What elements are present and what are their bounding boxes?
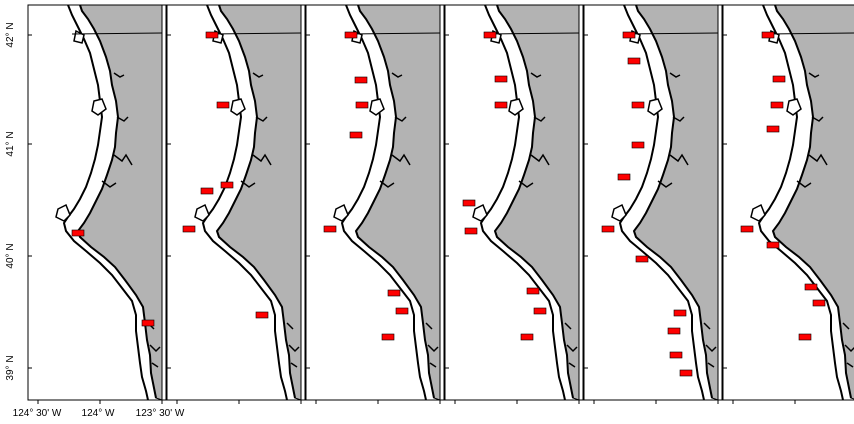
highlight-segment — [627, 57, 641, 65]
highlight-segment — [387, 289, 401, 297]
highlight-segment — [804, 283, 818, 291]
highlight-segment — [182, 225, 196, 233]
highlight-segment — [772, 75, 786, 83]
highlight-segment — [766, 125, 780, 133]
highlight-segment — [255, 311, 269, 319]
highlight-segment — [141, 319, 155, 327]
highlight-segment — [679, 369, 693, 377]
highlight-segment — [533, 307, 547, 315]
highlight-segment — [200, 187, 214, 195]
highlight-segment — [812, 299, 826, 307]
map-panel — [27, 4, 167, 404]
highlight-segment — [669, 351, 683, 359]
highlight-segment — [205, 31, 219, 39]
lon-label: 124° 30' W — [13, 408, 62, 419]
lon-label: 123° 30' W — [136, 408, 185, 419]
highlight-segment — [770, 101, 784, 109]
highlight-segment — [631, 101, 645, 109]
highlight-segment — [766, 241, 780, 249]
highlight-segment — [601, 225, 615, 233]
map-panel — [583, 4, 723, 404]
highlight-segment — [354, 76, 368, 84]
highlight-segment — [526, 287, 540, 295]
highlight-segment — [635, 255, 649, 263]
highlight-segment — [355, 101, 369, 109]
lat-label: 39° N — [5, 355, 16, 380]
map-panel — [166, 4, 306, 404]
highlight-segment — [483, 31, 497, 39]
highlight-segment — [464, 227, 478, 235]
highlight-segment — [349, 131, 363, 139]
lat-label: 40° N — [5, 243, 16, 268]
highlight-segment — [216, 101, 230, 109]
highlight-segment — [520, 333, 534, 341]
panels-layer — [27, 4, 854, 404]
lon-label: 124° W — [82, 408, 115, 419]
latitude-axis: 42° N 41° N 40° N 39° N — [5, 22, 16, 380]
highlight-segment — [617, 173, 631, 181]
highlight-segment — [71, 229, 85, 237]
highlight-segment — [631, 141, 645, 149]
highlight-segment — [395, 307, 409, 315]
longitude-axis: 124° 30' W 124° W 123° 30' W — [13, 408, 185, 419]
lat-label: 41° N — [5, 131, 16, 156]
highlight-segment — [344, 31, 358, 39]
highlight-segment — [323, 225, 337, 233]
highlight-segment — [740, 225, 754, 233]
highlight-segment — [381, 333, 395, 341]
highlight-segment — [761, 31, 775, 39]
highlight-segment — [494, 101, 508, 109]
map-panel — [305, 4, 445, 404]
highlight-segment — [673, 309, 687, 317]
highlight-segment — [622, 31, 636, 39]
map-panel — [722, 4, 854, 404]
highlight-segment — [494, 75, 508, 83]
lat-label: 42° N — [5, 22, 16, 47]
map-panel — [444, 4, 584, 404]
highlight-segment — [220, 181, 234, 189]
highlight-segment — [462, 199, 476, 207]
highlight-segment — [798, 333, 812, 341]
highlight-segment — [667, 327, 681, 335]
